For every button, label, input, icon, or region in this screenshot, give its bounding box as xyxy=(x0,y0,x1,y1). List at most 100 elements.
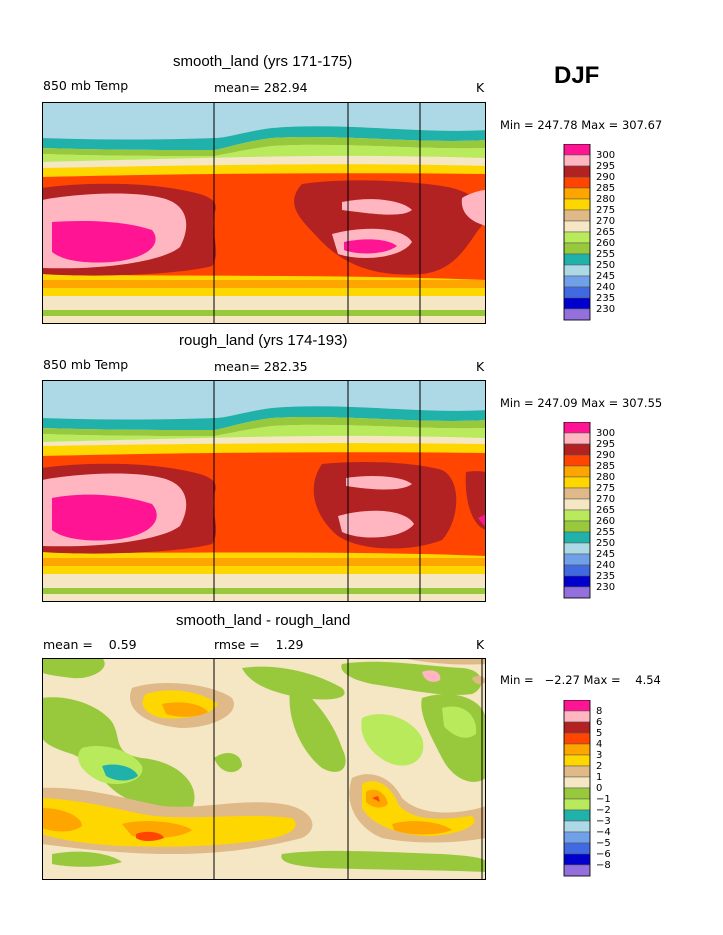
colorbar-swatch xyxy=(563,422,591,434)
colorbar-swatch xyxy=(563,820,591,833)
colorbar-swatch xyxy=(563,564,591,577)
tick-label: 4 xyxy=(596,739,602,750)
tick-label: 250 xyxy=(596,538,615,549)
colorbar-swatch xyxy=(563,765,591,778)
tick-label: −4 xyxy=(596,827,611,838)
tick-label: 230 xyxy=(596,304,615,315)
colorbar-swatch xyxy=(563,700,591,712)
colorbar-swatch xyxy=(563,520,591,533)
tick-label: 260 xyxy=(596,238,615,249)
colorbar-swatch xyxy=(563,498,591,511)
tick-label: 290 xyxy=(596,450,615,461)
tick-label: −5 xyxy=(596,838,611,849)
tick-label: 235 xyxy=(596,293,615,304)
colorbar-swatch xyxy=(563,297,591,310)
colorbar-swatch xyxy=(563,286,591,299)
rmse-label: rmse = 1.29 xyxy=(214,637,304,652)
colorbar-swatch xyxy=(563,575,591,588)
panel-title: smooth_land (yrs 171-175) xyxy=(173,53,353,70)
tick-label: 1 xyxy=(596,772,602,783)
tick-label: 245 xyxy=(596,271,615,282)
tick-label: 285 xyxy=(596,461,615,472)
tick-label: 295 xyxy=(596,439,615,450)
colorbar-frame xyxy=(563,422,591,599)
colorbar-swatch xyxy=(563,853,591,866)
units-label: K xyxy=(476,637,485,652)
tick-label: 270 xyxy=(596,494,615,505)
contour-map-smooth xyxy=(42,102,486,324)
colorbar-swatch xyxy=(563,476,591,489)
tick-label: 300 xyxy=(596,428,615,439)
tick-label: 240 xyxy=(596,560,615,571)
colorbar-swatch xyxy=(563,465,591,478)
season-label: DJF xyxy=(554,62,600,89)
colorbar-swatch xyxy=(563,242,591,255)
contour-map-rough xyxy=(42,380,486,602)
units-label: K xyxy=(476,359,485,374)
colorbar-swatch xyxy=(563,798,591,811)
colorbar-swatch xyxy=(563,553,591,566)
colorbar-swatch xyxy=(563,831,591,844)
tick-label: 300 xyxy=(596,150,615,161)
colorbar-swatch xyxy=(563,198,591,211)
colorbar-labels: 300 295 290 285 280 275 270 265 260 255 … xyxy=(596,428,615,593)
colorbar-swatch xyxy=(563,531,591,544)
minmax-label: Min = 247.78 Max = 307.67 xyxy=(500,118,663,132)
tick-label: 3 xyxy=(596,750,602,761)
colorbar-swatch xyxy=(563,220,591,233)
tick-label: 260 xyxy=(596,516,615,527)
colorbar-swatch xyxy=(563,253,591,266)
colorbar-swatch xyxy=(563,509,591,522)
tick-label: 290 xyxy=(596,172,615,183)
colorbar-swatches xyxy=(563,700,591,877)
colorbar-swatch xyxy=(563,209,591,222)
mean-label: mean= 282.35 xyxy=(214,359,308,374)
tick-label: 280 xyxy=(596,472,615,483)
tick-label: −1 xyxy=(596,794,611,805)
colorbar-labels: 8 6 5 4 3 2 1 0 −1 −2 −3 −4 −5 −6 −8 xyxy=(596,706,611,871)
colorbar-temp-2: 300 295 290 285 280 275 270 265 260 255 … xyxy=(563,422,615,599)
colorbar-swatch xyxy=(563,743,591,756)
colorbar-swatch xyxy=(563,776,591,789)
colorbar-labels: 300 295 290 285 280 275 270 265 260 255 … xyxy=(596,150,615,315)
colorbar-swatch xyxy=(563,732,591,745)
tick-label: 255 xyxy=(596,249,615,260)
tick-label: 255 xyxy=(596,527,615,538)
panel-title: rough_land (yrs 174-193) xyxy=(179,332,348,349)
tick-label: 230 xyxy=(596,582,615,593)
colorbar-diff: 8 6 5 4 3 2 1 0 −1 −2 −3 −4 −5 −6 −8 xyxy=(563,700,611,877)
colorbar-swatch xyxy=(563,586,591,599)
colorbar-frame xyxy=(563,144,591,321)
minmax-label: Min = −2.27 Max = 4.54 xyxy=(500,673,661,687)
tick-label: 275 xyxy=(596,205,615,216)
tick-label: 8 xyxy=(596,706,602,717)
tick-label: −6 xyxy=(596,849,611,860)
colorbar-swatch xyxy=(563,542,591,555)
tick-label: 275 xyxy=(596,483,615,494)
colorbar-swatch xyxy=(563,165,591,178)
colorbar-frame xyxy=(563,700,591,877)
tick-label: 265 xyxy=(596,227,615,238)
colorbar-swatch xyxy=(563,231,591,244)
colorbar-swatch xyxy=(563,487,591,500)
tick-label: 240 xyxy=(596,282,615,293)
tick-label: 295 xyxy=(596,161,615,172)
colorbar-swatch xyxy=(563,144,591,156)
colorbar-swatch xyxy=(563,154,591,167)
mean-label: mean = 0.59 xyxy=(43,637,137,652)
tick-label: 265 xyxy=(596,505,615,516)
tick-label: −8 xyxy=(596,860,611,871)
contour-map-difference xyxy=(42,658,486,880)
colorbar-temp-1: 300 295 290 285 280 275 270 265 260 255 … xyxy=(563,144,615,321)
colorbar-swatch xyxy=(563,787,591,800)
colorbar-swatch xyxy=(563,187,591,200)
colorbar-swatch xyxy=(563,721,591,734)
tick-label: −2 xyxy=(596,805,611,816)
tick-label: 235 xyxy=(596,571,615,582)
colorbar-swatch xyxy=(563,842,591,855)
tick-label: 280 xyxy=(596,194,615,205)
tick-label: 285 xyxy=(596,183,615,194)
tick-label: 2 xyxy=(596,761,602,772)
tick-label: 6 xyxy=(596,717,602,728)
tick-label: 250 xyxy=(596,260,615,271)
